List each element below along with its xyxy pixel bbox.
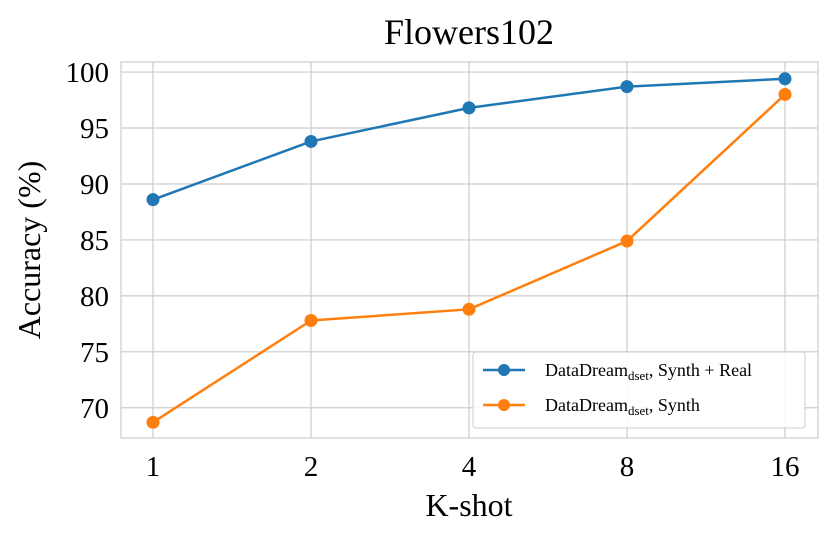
- x-tick-label: 4: [462, 451, 477, 483]
- plot-frame: [120, 61, 819, 439]
- legend-label-synth-sub: dset: [628, 403, 649, 418]
- y-axis-label: Accuracy (%): [11, 161, 47, 340]
- legend: DataDreamdset, Synth + Real DataDreamdse…: [472, 351, 806, 429]
- y-tick-label: 100: [66, 57, 110, 89]
- data-point: [778, 87, 792, 101]
- x-tick-label: 8: [620, 451, 635, 483]
- legend-label-synth-real-sub: dset: [628, 368, 649, 383]
- legend-label-synth-real-main: DataDream: [545, 360, 628, 380]
- legend-marker-synth: [498, 399, 510, 411]
- legend-label-synth-main: DataDream: [545, 395, 628, 415]
- series-0: [146, 72, 792, 207]
- y-tick-label: 90: [80, 169, 109, 201]
- legend-entry-synth-real: DataDreamdset, Synth + Real: [483, 360, 752, 383]
- data-point: [146, 193, 160, 207]
- data-point: [620, 234, 634, 248]
- x-axis-label: K-shot: [425, 487, 512, 523]
- series-layer: [146, 72, 792, 429]
- x-tick-label: 16: [771, 451, 800, 483]
- data-point: [304, 134, 318, 148]
- x-tick-labels: 1 2 4 8 16: [146, 451, 800, 483]
- y-tick-labels: 70 75 80 85 90 95 100: [66, 57, 110, 425]
- series-1: [146, 87, 792, 429]
- x-tick-label: 2: [304, 451, 319, 483]
- legend-marker-synth-real: [498, 364, 510, 376]
- data-point: [462, 302, 476, 316]
- y-tick-label: 85: [80, 225, 109, 257]
- legend-label-synth-real: DataDreamdset, Synth + Real: [545, 360, 752, 383]
- x-tick-label: 1: [146, 451, 161, 483]
- data-point: [146, 415, 160, 429]
- legend-label-synth-real-rest: , Synth + Real: [649, 360, 752, 380]
- y-tick-label: 70: [80, 393, 109, 425]
- data-point: [778, 72, 792, 86]
- y-tick-label: 75: [80, 337, 109, 369]
- data-point: [620, 80, 634, 94]
- y-tick-label: 95: [80, 113, 109, 145]
- data-point: [462, 101, 476, 115]
- legend-box: [472, 351, 806, 429]
- legend-entry-synth: DataDreamdset, Synth: [483, 395, 700, 418]
- y-tick-label: 80: [80, 281, 109, 313]
- legend-label-synth: DataDreamdset, Synth: [545, 395, 700, 418]
- data-point: [304, 314, 318, 327]
- legend-label-synth-rest: , Synth: [649, 395, 700, 415]
- chart-title: Flowers102: [384, 12, 554, 52]
